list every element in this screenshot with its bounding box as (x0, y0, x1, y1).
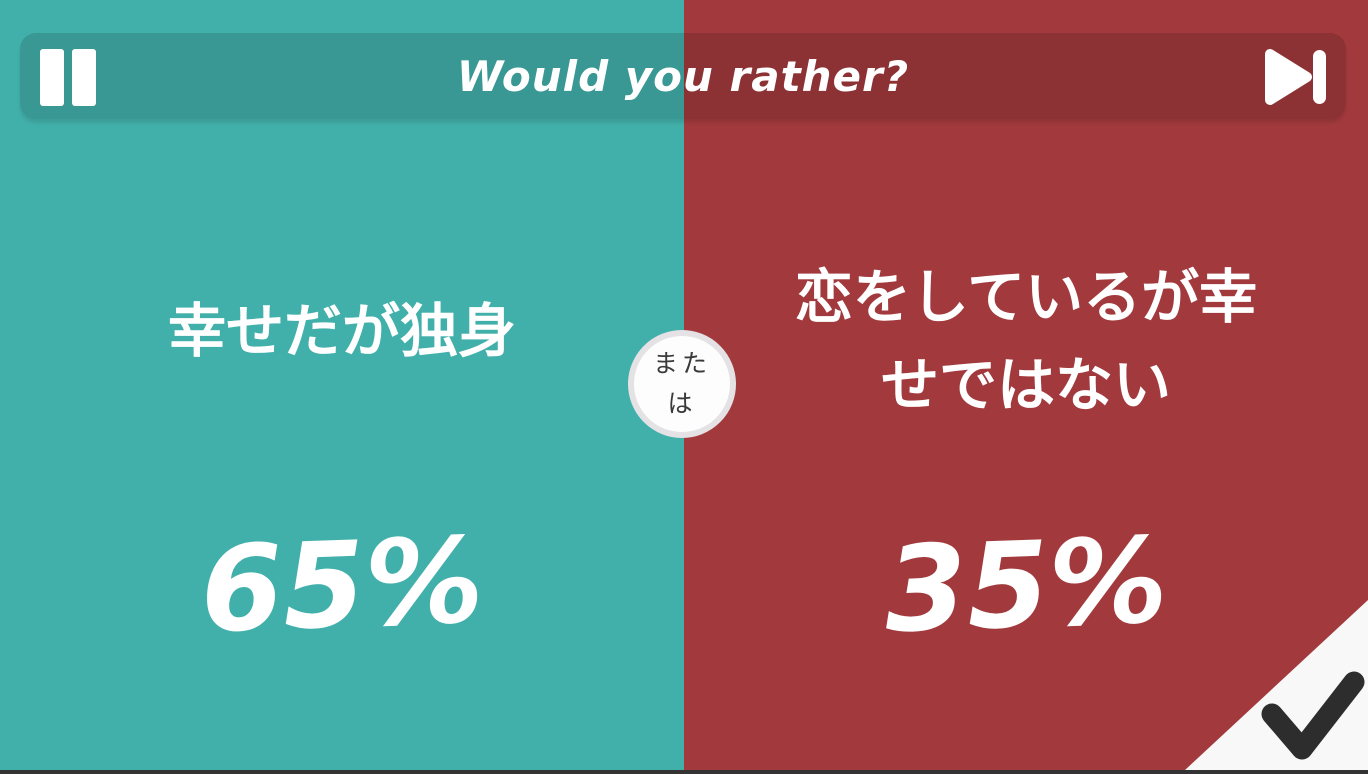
pause-icon-bar2 (72, 49, 96, 106)
check-icon (1185, 600, 1368, 770)
or-divider-line-2: は (667, 389, 697, 418)
or-divider-circle: また は (628, 330, 736, 438)
option-right-panel[interactable]: 恋をしているが幸 せではない 35% (684, 0, 1368, 770)
header-bar: Would you rather? (20, 33, 1346, 119)
skip-button[interactable] (1263, 47, 1327, 107)
option-left-panel[interactable]: 幸せだが独身 65% (0, 0, 684, 770)
page-title: Would you rather? (456, 51, 910, 101)
option-left-line: 幸せだが独身 (167, 297, 516, 365)
skip-next-icon (1265, 49, 1326, 105)
confirm-corner-button[interactable] (1185, 600, 1368, 770)
option-right-line-1: 恋をしているが幸 (794, 263, 1258, 331)
option-left-percent: 65% (198, 511, 486, 659)
pause-icon (40, 49, 64, 106)
option-left-text: 幸せだが独身 (0, 296, 684, 366)
or-divider-line-1: また (652, 349, 711, 378)
pause-button[interactable] (40, 49, 96, 107)
option-right-text: 恋をしているが幸 せではない (684, 253, 1368, 429)
option-right-line-2: せではない (880, 351, 1171, 419)
